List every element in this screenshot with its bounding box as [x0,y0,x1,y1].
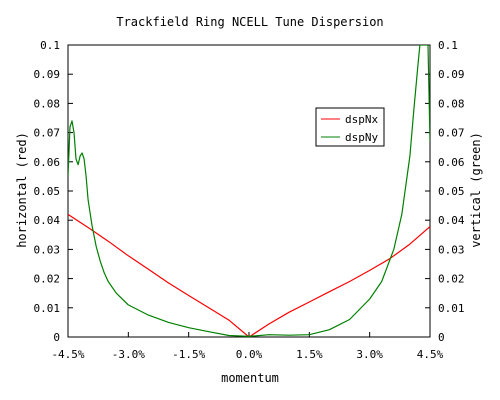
series-line-dspnx [68,213,430,337]
x-axis-label: momentum [221,371,279,385]
y-tick-label-right: 0.07 [438,127,465,140]
y-tick-label-right: 0.09 [438,68,465,81]
y-tick-label-right: 0.06 [438,156,465,169]
x-tick-label: -4.5% [51,348,84,361]
y-tick-label-left: 0.05 [34,185,61,198]
y-tick-label-right: 0.02 [438,273,465,286]
series-line-dspny [68,45,430,337]
y-tick-label-right: 0 [438,331,445,344]
series-lines [68,45,430,337]
y-tick-label-left: 0.09 [34,68,61,81]
y-tick-label-left: 0.1 [40,39,60,52]
chart-title: Trackfield Ring NCELL Tune Dispersion [116,15,383,29]
y-tick-label-left: 0.07 [34,127,61,140]
legend-box [315,107,385,147]
y-tick-label-left: 0.03 [34,243,61,256]
y-tick-label-right: 0.1 [438,39,458,52]
x-tick-label: -1.5% [172,348,205,361]
plot-frame [67,44,431,338]
x-tick-label: 3.0% [356,348,383,361]
y-tick-label-right: 0.03 [438,243,465,256]
y-tick-label-right: 0.04 [438,214,465,227]
y-tick-label-left: 0.08 [34,97,61,110]
legend: dspNx dspNy [315,107,385,147]
y-tick-label-right: 0.08 [438,97,465,110]
y-axis-label-left: horizontal (red) [15,132,29,248]
y-axis-label-right: vertical (green) [469,132,483,248]
x-tick-label: -3.0% [112,348,145,361]
x-tick-label: 4.5% [417,348,444,361]
y-tick-label-right: 0.01 [438,302,465,315]
y-tick-label-left: 0.04 [34,214,61,227]
x-tick-label: 1.5% [296,348,323,361]
x-ticks: -4.5% -3.0% -1.5% 0.0% 1.5% 3.0% 4.5% [51,332,444,361]
legend-label-dspny: dspNy [345,131,378,144]
y-tick-label-left: 0.01 [34,302,61,315]
x-tick-label: 0.0% [236,348,263,361]
y-tick-label-left: 0 [53,331,60,344]
legend-label-dspnx: dspNx [345,113,378,126]
y-tick-label-left: 0.02 [34,273,61,286]
y-tick-label-right: 0.05 [438,185,465,198]
y-ticks: 0 0 0.01 0.01 0.02 0.02 0.03 0.03 0.04 0.04 0.05 0.… [34,39,465,344]
axes-frame [67,44,431,338]
y-tick-label-left: 0.06 [34,156,61,169]
